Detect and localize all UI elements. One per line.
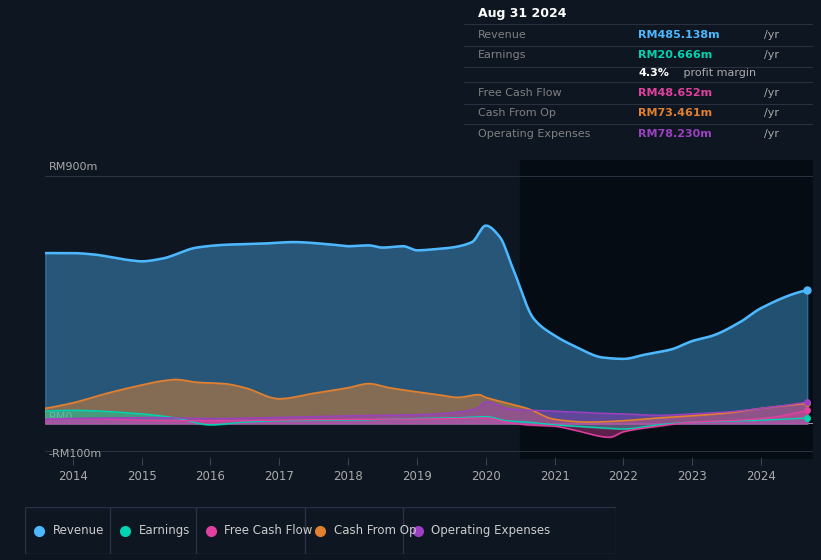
Text: Aug 31 2024: Aug 31 2024 [478,7,566,20]
Text: Earnings: Earnings [139,524,190,537]
Text: RM48.652m: RM48.652m [639,88,713,98]
Bar [521,160,813,459]
Text: /yr: /yr [764,108,779,118]
Text: -RM100m: -RM100m [48,449,102,459]
Text: Operating Expenses: Operating Expenses [431,524,551,537]
Text: Operating Expenses: Operating Expenses [478,129,590,139]
Text: RM0: RM0 [48,412,73,422]
Text: /yr: /yr [764,88,779,98]
Text: Revenue: Revenue [53,524,104,537]
Text: Cash From Op: Cash From Op [478,108,556,118]
Text: /yr: /yr [764,30,779,40]
Text: RM485.138m: RM485.138m [639,30,720,40]
Text: RM900m: RM900m [48,162,98,172]
Text: Earnings: Earnings [478,50,526,60]
Text: /yr: /yr [764,129,779,139]
Text: RM20.666m: RM20.666m [639,50,713,60]
Text: 4.3%: 4.3% [639,68,669,78]
Text: Revenue: Revenue [478,30,526,40]
Text: profit margin: profit margin [680,68,756,78]
Text: Free Cash Flow: Free Cash Flow [478,88,562,98]
Text: /yr: /yr [764,50,779,60]
Text: RM73.461m: RM73.461m [639,108,713,118]
Text: RM78.230m: RM78.230m [639,129,712,139]
Text: Cash From Op: Cash From Op [334,524,416,537]
Text: Free Cash Flow: Free Cash Flow [224,524,313,537]
